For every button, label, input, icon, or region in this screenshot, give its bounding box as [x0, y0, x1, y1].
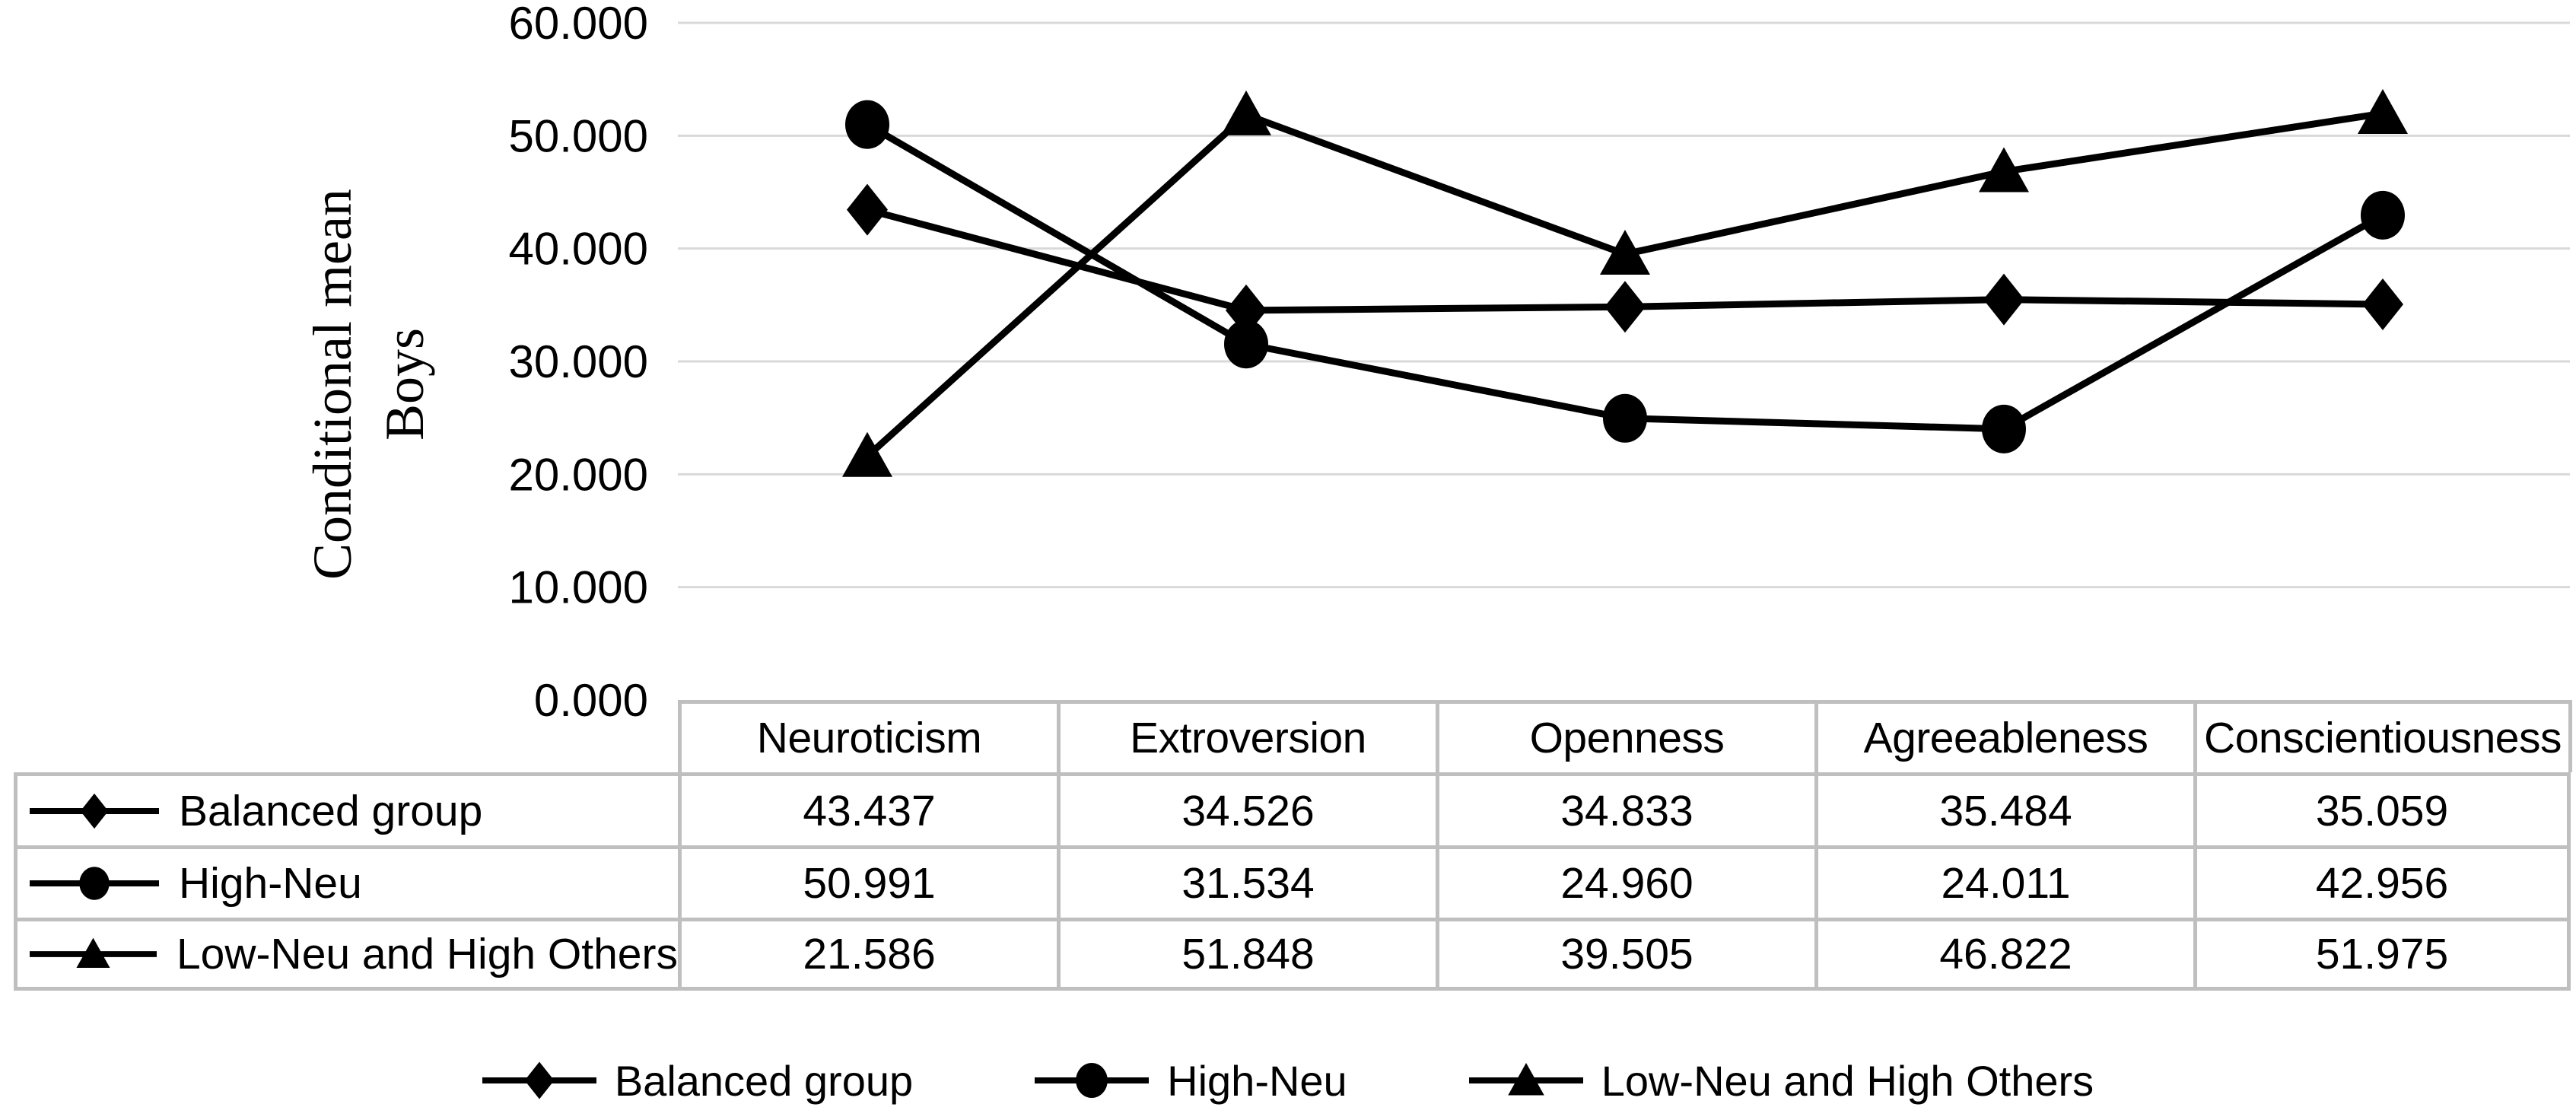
data-point-marker-triangle — [1979, 147, 2029, 192]
data-point-marker-diamond — [2362, 278, 2403, 330]
column-header-openness: Openness — [1436, 700, 1814, 772]
series-circle — [845, 100, 2405, 453]
table-value-cell: 46.822 — [1814, 918, 2193, 991]
data-point-marker-circle — [1603, 393, 1647, 443]
legend-item: High-Neu — [1035, 1044, 1347, 1117]
column-header-conscientiousness: Conscientiousness — [2193, 700, 2572, 772]
data-point-marker-triangle — [2358, 89, 2408, 135]
series-line — [865, 121, 2385, 433]
y-axis-tick-label: 20.000 — [508, 449, 648, 500]
table-value-cell: 35.059 — [2193, 772, 2571, 845]
y-axis-tick-label: 0.000 — [534, 675, 648, 726]
column-header-neuroticism: Neuroticism — [678, 700, 1057, 772]
diamond-legend-key-icon — [30, 793, 159, 829]
y-axis-tick-label: 50.000 — [508, 110, 648, 161]
data-point-marker-circle — [845, 100, 889, 149]
table-value-cell: 24.960 — [1436, 845, 1814, 918]
column-header-extroversion: Extroversion — [1057, 700, 1436, 772]
table-value-cell: 24.011 — [1814, 845, 2193, 918]
triangle-marker-icon — [1507, 1062, 1544, 1096]
table-value-cell: 34.526 — [1057, 772, 1436, 845]
series-name-label: High-Neu — [179, 859, 362, 908]
circle-marker-icon — [79, 867, 110, 900]
series-name-label: Balanced group — [179, 786, 483, 835]
table-value-cell: 50.991 — [678, 845, 1057, 918]
diamond-marker-icon — [80, 793, 109, 829]
data-point-marker-circle — [1982, 404, 2026, 453]
data-point-marker-triangle — [1221, 90, 1271, 135]
y-axis-tick-labels: 0.000 10.000 20.000 30.000 40.000 50.000 60.00… — [508, 0, 648, 726]
data-point-marker-triangle — [842, 431, 892, 477]
table-value-cell: 51.975 — [2193, 918, 2571, 991]
data-point-marker-circle — [1224, 320, 1268, 369]
table-series-key: Low-Neu and High Others — [14, 918, 678, 991]
table-series-key: High-Neu — [14, 845, 678, 918]
y-axis-tick-label: 30.000 — [508, 336, 648, 387]
triangle-marker-icon — [76, 937, 110, 969]
y-axis-tick-label: 60.000 — [508, 0, 648, 49]
circle-legend-key-icon — [30, 867, 159, 900]
triangle-legend-key-icon — [1468, 1062, 1583, 1096]
diamond-legend-key-icon — [482, 1061, 596, 1099]
series-name-label: Low-Neu and High Others — [176, 930, 678, 978]
triangle-legend-key-icon — [30, 937, 157, 969]
table-value-cell: 34.833 — [1436, 772, 1814, 845]
chart-legend: Balanced group High-Neu Low-Neu and High O… — [0, 1041, 2576, 1120]
table-value-cell: 39.505 — [1436, 918, 1814, 991]
table-value-cell: 43.437 — [678, 772, 1057, 845]
table-value-cell: 21.586 — [678, 918, 1057, 991]
data-table-body: Balanced group 43.437 34.526 34.833 35.484 35… — [14, 772, 2572, 991]
data-point-marker-circle — [2361, 190, 2405, 240]
legend-item-label: Balanced group — [614, 1056, 914, 1105]
series-triangle — [842, 89, 2408, 477]
legend-item-label: Low-Neu and High Others — [1601, 1056, 2094, 1105]
data-point-marker-diamond — [1604, 281, 1646, 333]
data-table-header-row: Neuroticism Extroversion Openness Agreeable… — [678, 700, 2572, 772]
data-point-marker-diamond — [1983, 273, 2024, 326]
column-header-agreeableness: Agreeableness — [1814, 700, 2193, 772]
table-value-cell: 35.484 — [1814, 772, 2193, 845]
legend-item-label: High-Neu — [1167, 1056, 1347, 1105]
data-point-marker-diamond — [847, 183, 888, 236]
gridlines — [678, 21, 2570, 589]
y-axis-tick-label: 10.000 — [508, 562, 648, 613]
table-series-key: Balanced group — [14, 772, 678, 845]
data-point-marker-triangle — [1600, 230, 1650, 275]
circle-legend-key-icon — [1035, 1062, 1150, 1099]
y-axis-tick-label: 40.000 — [508, 224, 648, 275]
table-value-cell: 31.534 — [1057, 845, 1436, 918]
table-value-cell: 42.956 — [2193, 845, 2571, 918]
table-value-cell: 51.848 — [1057, 918, 1436, 991]
legend-item: Balanced group — [482, 1044, 913, 1117]
circle-marker-icon — [1076, 1062, 1108, 1099]
diamond-marker-icon — [524, 1061, 555, 1099]
line-chart-plot: 0.000 10.000 20.000 30.000 40.000 50.000 60.00… — [508, 0, 2570, 726]
legend-item: Low-Neu and High Others — [1468, 1044, 2094, 1117]
